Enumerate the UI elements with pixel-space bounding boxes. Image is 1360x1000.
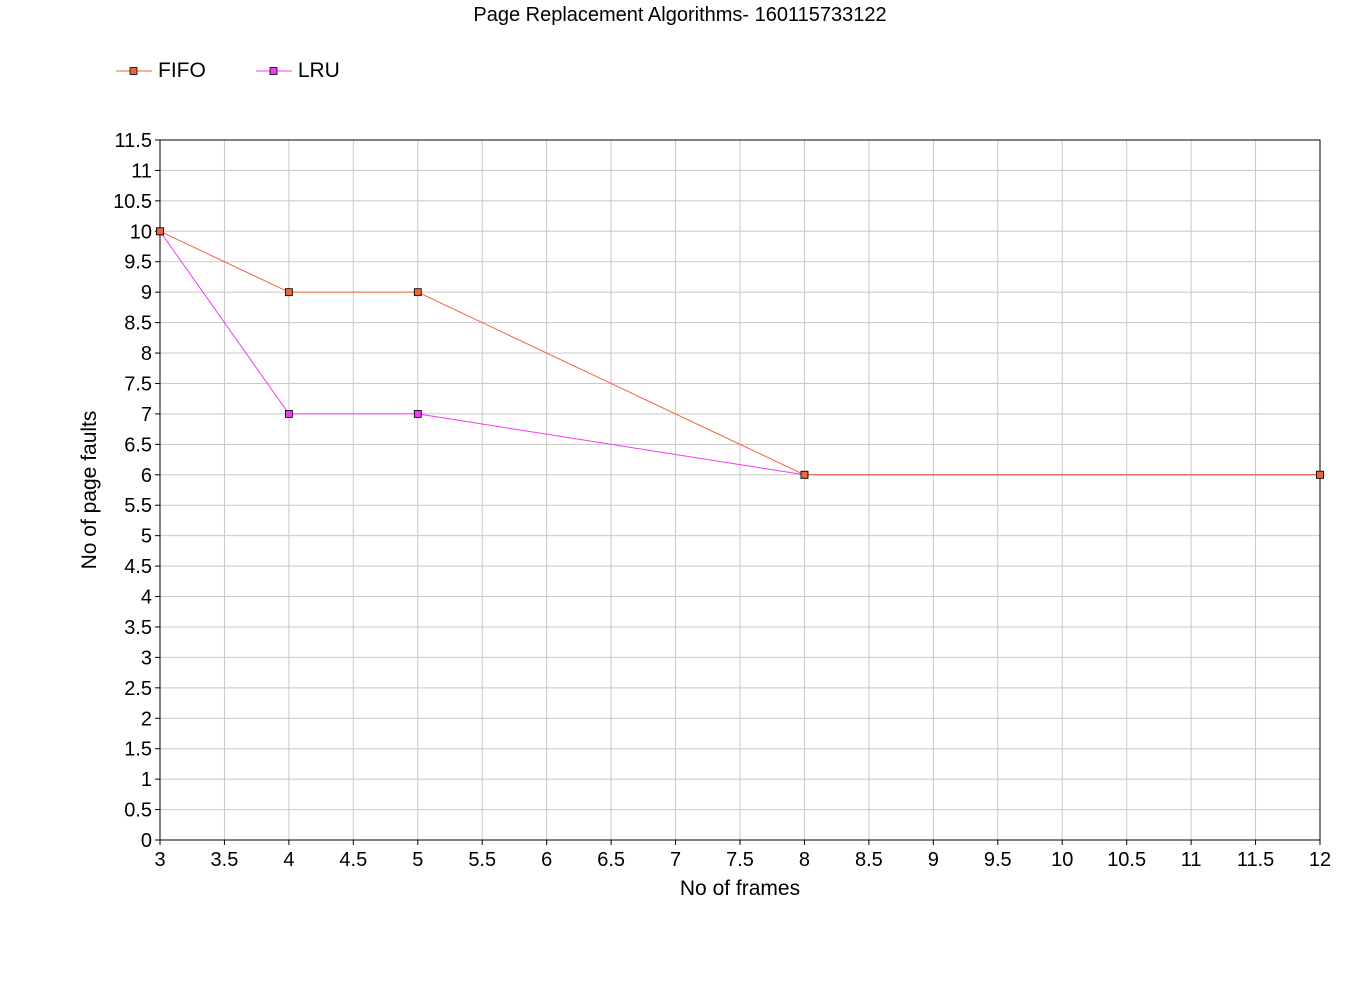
y-tick-label: 4 (141, 587, 152, 609)
x-tick-label: 10 (1051, 849, 1073, 871)
y-tick-label: 0 (141, 830, 152, 852)
data-point-lru (284, 410, 293, 418)
y-tick-label: 11.5 (115, 130, 152, 152)
y-tick-label: 8.5 (124, 313, 152, 335)
x-tick-label: 8.5 (855, 849, 883, 871)
legend-swatch-fifo (116, 67, 152, 75)
x-tick-label: 8 (799, 849, 810, 871)
y-tick-label: 6.5 (124, 434, 152, 456)
data-point-lru (413, 410, 422, 418)
x-tick-label: 4.5 (339, 849, 367, 871)
legend-label-lru: LRU (297, 59, 340, 82)
x-tick-label: 9.5 (984, 849, 1012, 871)
y-tick-label: 7.5 (124, 373, 152, 395)
legend-swatch-lru (255, 67, 292, 75)
y-tick-label: 7 (141, 404, 152, 426)
y-tick-label: 9 (141, 282, 152, 304)
y-tick-label: 9.5 (124, 252, 152, 274)
x-axis-label: No of frames (679, 877, 801, 900)
y-tick-label: 8 (141, 343, 152, 365)
y-tick-label: 11 (131, 160, 152, 182)
data-point-fifo (156, 227, 164, 236)
y-axis-label: No of page faults (78, 410, 101, 570)
x-tick-label: 11 (1181, 849, 1202, 871)
data-point-fifo (1316, 470, 1324, 479)
x-tick-label: 4 (283, 849, 294, 871)
x-tick-label: 7.5 (726, 849, 754, 871)
chart-title: Page Replacement Algorithms- 16011573312… (473, 4, 887, 26)
y-tick-label: 2 (141, 708, 152, 730)
legend-item-lru: LRU (255, 59, 340, 83)
x-tick-label: 6.5 (597, 849, 625, 871)
y-tick-label: 4.5 (124, 556, 152, 578)
y-tick-label: 10.5 (113, 191, 152, 213)
x-tick-label: 3 (154, 849, 165, 871)
y-tick-label: 10 (130, 221, 152, 243)
legend: FIFO LRU (116, 59, 390, 83)
data-point-fifo (284, 288, 293, 297)
x-tick-label: 6 (541, 849, 552, 871)
x-tick-label: 11.5 (1237, 849, 1274, 871)
x-tick-label: 7 (670, 849, 681, 871)
x-tick-label: 10.5 (1107, 849, 1146, 871)
x-tick-label: 3.5 (211, 849, 239, 871)
y-tick-label: 2.5 (124, 678, 152, 700)
data-point-fifo (413, 288, 422, 297)
legend-label-fifo: FIFO (158, 59, 206, 82)
y-tick-label: 3 (141, 647, 152, 669)
y-tick-label: 0.5 (124, 800, 152, 822)
y-tick-label: 5 (141, 526, 152, 548)
y-tick-label: 1 (141, 769, 152, 791)
y-tick-label: 3.5 (124, 617, 152, 639)
y-tick-label: 1.5 (124, 739, 152, 761)
y-tick-label: 5.5 (124, 495, 152, 517)
y-tick-label: 6 (141, 465, 152, 487)
x-tick-label: 12 (1309, 849, 1331, 871)
x-tick-label: 5.5 (468, 849, 496, 871)
data-point-fifo (800, 470, 809, 479)
x-tick-label: 9 (928, 849, 939, 871)
legend-item-fifo: FIFO (116, 59, 206, 83)
x-tick-label: 5 (412, 849, 423, 871)
